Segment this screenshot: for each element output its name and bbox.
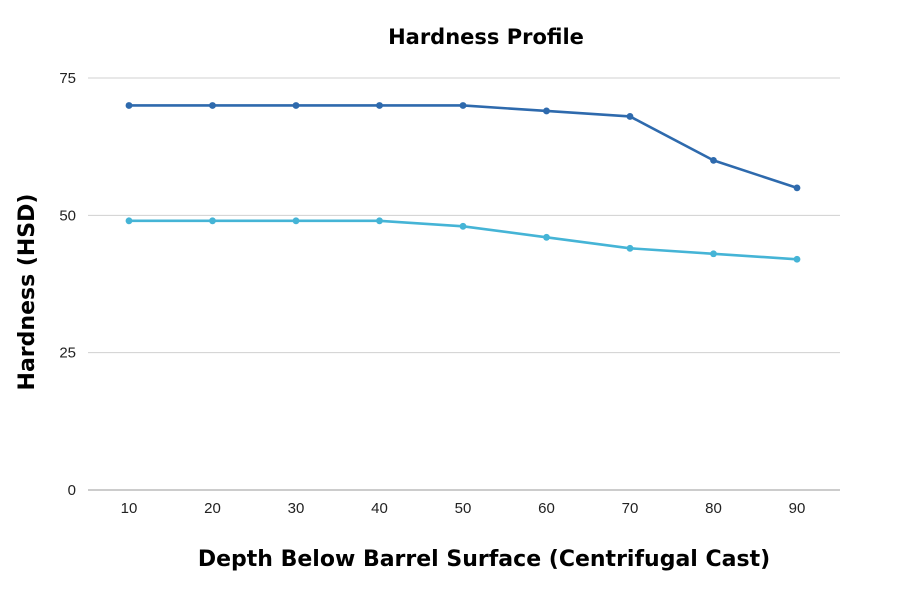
x-axis-title: Depth Below Barrel Surface (Centrifugal … [198, 547, 770, 572]
x-tick-label-40: 40 [371, 500, 388, 517]
gridlines [88, 77, 840, 491]
series-1-point-20 [209, 102, 216, 109]
series-2 [125, 217, 801, 263]
series-1-point-90 [793, 184, 801, 192]
series-1-point-40 [376, 102, 383, 109]
x-tick-label-60: 60 [538, 500, 555, 517]
series-2-point-40 [376, 217, 383, 225]
x-tick-label-80: 80 [705, 500, 722, 517]
y-tick-label-50: 50 [59, 207, 76, 224]
y-tick-label-0: 0 [68, 482, 76, 499]
series-2-point-60 [543, 233, 550, 241]
x-tick-label-90: 90 [789, 500, 806, 517]
series-2-point-30 [292, 217, 300, 225]
x-tick-label-30: 30 [288, 500, 305, 517]
y-tick-label-25: 25 [59, 345, 76, 362]
series-1-point-10 [125, 102, 133, 109]
y-tick-labels: 0 25 50 75 [59, 70, 76, 499]
x-tick-label-70: 70 [622, 500, 639, 517]
y-tick-label-75: 75 [59, 70, 76, 87]
x-tick-label-50: 50 [455, 500, 472, 517]
x-tick-label-10: 10 [121, 500, 138, 517]
series-1 [125, 102, 801, 192]
series-1-point-80 [710, 157, 717, 164]
series-1-point-30 [292, 102, 300, 109]
series-1-line [127, 104, 799, 190]
series-2-point-80 [710, 250, 717, 258]
series-2-point-70 [626, 244, 634, 252]
series-2-point-20 [209, 217, 216, 225]
chart-title: Hardness Profile [388, 25, 584, 49]
series-2-point-90 [793, 255, 801, 263]
series-1-point-70 [626, 113, 634, 120]
series-2-point-50 [459, 222, 467, 230]
x-tick-labels: 10 20 30 40 50 60 70 80 90 [121, 500, 806, 517]
x-tick-label-20: 20 [204, 500, 221, 517]
y-axis-title: Hardness (HSD) [15, 194, 40, 391]
data-series [125, 102, 801, 263]
series-1-point-60 [543, 107, 550, 115]
series-2-point-10 [125, 217, 133, 225]
series-1-point-50 [459, 102, 467, 109]
